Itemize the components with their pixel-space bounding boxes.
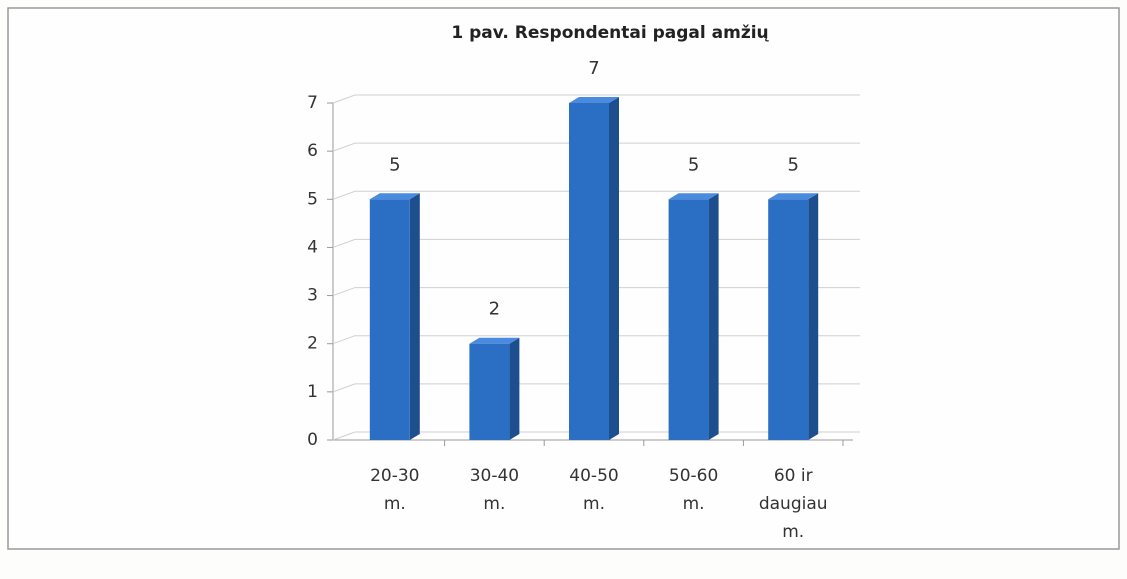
x-tick-label: 40-50 m. <box>569 466 618 514</box>
bar-top <box>369 193 420 200</box>
value-label: 5 <box>389 154 400 175</box>
bar <box>469 343 510 440</box>
x-tick-label: 60 ir daugiau m. <box>759 466 828 542</box>
chart-frame <box>7 7 1120 550</box>
bar <box>668 199 709 440</box>
bar-side <box>609 97 619 440</box>
bar-top <box>569 97 619 103</box>
value-label: 5 <box>688 154 699 175</box>
y-tick-label: 7 <box>307 93 318 113</box>
bar <box>768 199 809 440</box>
y-tick-label: 1 <box>307 382 318 402</box>
bar-side <box>509 337 520 440</box>
bar <box>569 103 609 440</box>
y-tick-label: 3 <box>307 286 318 306</box>
grid-line <box>332 142 860 152</box>
value-label: 7 <box>588 58 599 79</box>
y-tick-label: 5 <box>307 189 318 209</box>
y-tick-label: 6 <box>307 141 318 161</box>
x-tick-label: 20-30 m. <box>370 466 419 514</box>
x-tick-label: 50-60 m. <box>669 466 718 514</box>
bar-top <box>768 193 819 200</box>
bar-top <box>668 193 719 200</box>
grid-line <box>332 94 860 104</box>
y-tick-label: 0 <box>307 430 318 450</box>
x-tick-label: 30-40 m. <box>470 466 519 514</box>
value-label: 5 <box>787 154 798 175</box>
grid-line <box>332 190 860 200</box>
value-label: 2 <box>489 299 500 320</box>
y-tick-label: 2 <box>307 334 318 354</box>
chart-title: 1 pav. Respondentai pagal amžių <box>451 23 769 43</box>
bar <box>369 199 410 440</box>
bar-side <box>708 193 719 440</box>
bar-side <box>409 193 420 440</box>
bar-side <box>808 193 819 440</box>
bar-top <box>469 337 520 344</box>
y-tick-label: 4 <box>307 237 318 257</box>
